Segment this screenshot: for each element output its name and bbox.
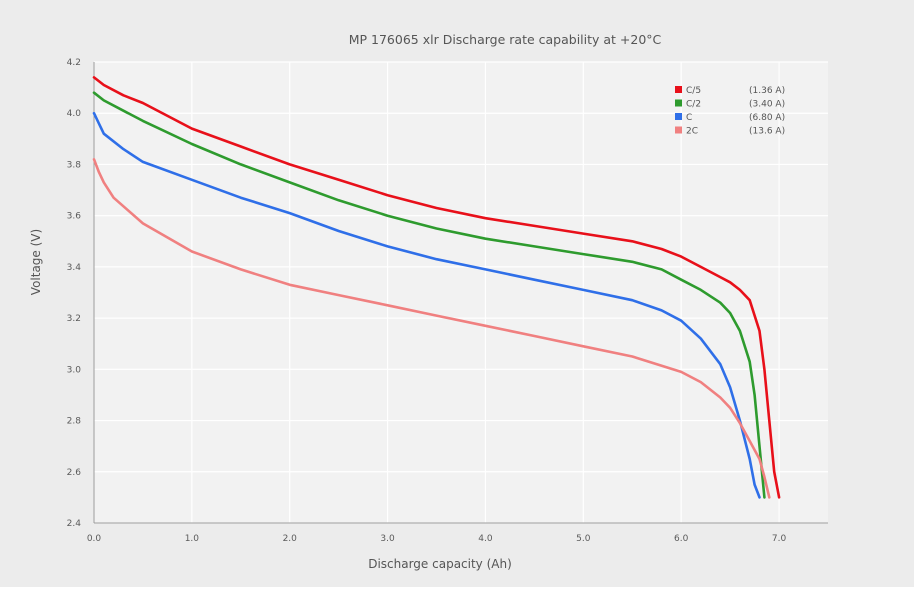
chart-title: MP 176065 xlr Discharge rate capability … — [349, 32, 662, 47]
legend-label: C/2 — [686, 100, 701, 110]
y-tick-label: 2.4 — [67, 519, 82, 529]
y-tick-label: 4.2 — [67, 58, 81, 68]
y-tick-label: 4.0 — [67, 109, 82, 119]
x-tick-label: 2.0 — [283, 534, 298, 544]
y-axis-label: Voltage (V) — [29, 229, 43, 295]
legend-swatch — [675, 126, 682, 134]
x-tick-label: 7.0 — [772, 534, 787, 544]
x-tick-label: 4.0 — [478, 534, 493, 544]
x-tick-label: 1.0 — [185, 534, 200, 544]
x-axis-label: Discharge capacity (Ah) — [368, 557, 512, 571]
y-tick-label: 2.6 — [67, 468, 82, 478]
legend-current: (13.6 A) — [749, 127, 785, 137]
legend-label: C/5 — [686, 86, 701, 96]
legend-label: C — [686, 113, 692, 123]
x-tick-label: 3.0 — [380, 534, 395, 544]
series-line-c-2 — [92, 91, 766, 499]
series-line-c — [92, 111, 761, 499]
legend-swatch — [675, 86, 682, 93]
legend-label: 2C — [686, 127, 698, 137]
legend-current: (6.80 A) — [749, 113, 785, 123]
y-tick-label: 3.2 — [67, 314, 81, 324]
y-tick-label: 3.8 — [67, 160, 82, 170]
y-tick-labels: 2.4 2.6 2.8 3.0 3.2 3.4 3.6 3.8 4.0 4.2 — [67, 58, 82, 529]
series-line-2c — [92, 158, 771, 499]
y-tick-label: 2.8 — [67, 417, 82, 427]
legend-current: (1.36 A) — [749, 86, 785, 96]
y-tick-label: 3.4 — [67, 263, 82, 273]
series-lines — [92, 76, 781, 499]
legend-swatch — [675, 99, 682, 107]
gridlines — [93, 61, 828, 524]
axes — [93, 62, 828, 524]
x-tick-labels: 0.0 1.0 2.0 3.0 4.0 5.0 6.0 7.0 — [87, 534, 787, 544]
legend-current: (3.40 A) — [749, 100, 785, 110]
series-line-c-5 — [92, 76, 781, 499]
legend: C/5 (1.36 A) C/2 (3.40 A) C (6.80 A) 2C (13.6 A… — [675, 86, 785, 137]
x-tick-label: 0.0 — [87, 534, 102, 544]
x-tick-label: 5.0 — [576, 534, 591, 544]
plot-area — [94, 62, 828, 523]
y-tick-label: 3.6 — [67, 212, 82, 222]
y-tick-label: 3.0 — [67, 365, 82, 375]
legend-swatch — [675, 113, 682, 120]
x-tick-label: 6.0 — [674, 534, 689, 544]
